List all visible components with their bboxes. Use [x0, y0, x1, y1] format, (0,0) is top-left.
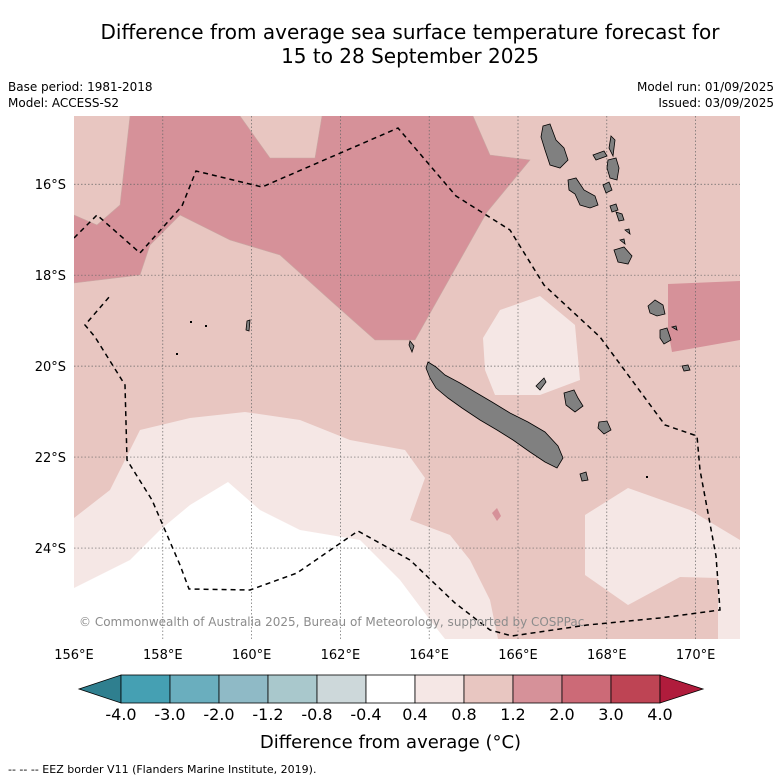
colorbar-over-arrow: [659, 674, 705, 704]
colorbar-tick-label: 0.4: [402, 705, 427, 724]
x-tick-label: 160°E: [232, 648, 272, 663]
colorbar-tick-label: 0.8: [451, 705, 476, 724]
map-title-line1: Difference from average sea surface temp…: [100, 20, 720, 44]
colorbar: -4.0 -3.0 -2.0 -1.2 -0.8 -0.4 0.4 0.8 1.2 2.0 3.0 4…: [77, 674, 705, 724]
anomaly-region-0.4-0.8-southeast: [585, 488, 740, 639]
base-period-label: Base period: 1981-2018: [8, 80, 153, 94]
x-tick-label: 164°E: [409, 648, 449, 663]
colorbar-title: Difference from average (°C): [259, 732, 522, 753]
colorbar-swatch: [561, 674, 612, 704]
colorbar-tick-label: -0.4: [350, 705, 381, 724]
y-axis-ticks: 16°S 18°S 20°S 22°S 24°S: [35, 178, 66, 557]
eez-border: [74, 127, 721, 637]
map-field: [74, 116, 740, 639]
colorbar-tick-label: 2.0: [549, 705, 574, 724]
colorbar-swatch: [512, 674, 563, 704]
colorbar-tick-label: 3.0: [598, 705, 623, 724]
x-axis-ticks: 156°E 158°E 160°E 162°E 164°E 166°E 168°E 170°E: [54, 648, 715, 663]
y-tick-label: 20°S: [35, 360, 66, 375]
colorbar-tick-label: -3.0: [154, 705, 185, 724]
model-label: Model: ACCESS-S2: [8, 96, 120, 110]
colorbar-swatch: [463, 674, 514, 704]
colorbar-swatch: [610, 674, 661, 704]
vanuatu-islands: [540, 123, 691, 372]
anomaly-region-0.4-0.8-center: [483, 296, 580, 395]
colorbar-swatch: [414, 674, 465, 704]
map-title-line2: 15 to 28 September 2025: [281, 44, 539, 68]
eez-legend-footer: -- -- -- EEZ border V11 (Flanders Marine…: [8, 763, 317, 776]
gridlines: [74, 116, 740, 639]
colorbar-swatch: [169, 674, 220, 704]
issued-label: Issued: 03/09/2025: [658, 96, 774, 110]
colorbar-swatch: [316, 674, 367, 704]
y-tick-label: 24°S: [35, 542, 66, 557]
new-caledonia-island: [425, 361, 564, 469]
x-tick-label: 168°E: [587, 648, 627, 663]
anomaly-region-neutral: [74, 482, 445, 639]
colorbar-tick-label: -0.8: [301, 705, 332, 724]
colorbar-swatch: [120, 674, 171, 704]
anomaly-patch-small: [360, 510, 376, 518]
anomaly-region-1.2-2.0: [74, 116, 530, 340]
colorbar-under-arrow: [77, 674, 122, 704]
x-tick-label: 156°E: [54, 648, 94, 663]
colorbar-swatch: [365, 674, 416, 704]
x-tick-label: 162°E: [321, 648, 361, 663]
anomaly-patch-warm: [492, 508, 501, 521]
loyalty-islands: [535, 377, 612, 482]
x-tick-label: 170°E: [676, 648, 716, 663]
colorbar-tick-label: 4.0: [647, 705, 672, 724]
x-tick-label: 158°E: [143, 648, 183, 663]
colorbar-tick-label: -1.2: [252, 705, 283, 724]
colorbar-swatch: [218, 674, 269, 704]
colorbar-swatch: [267, 674, 318, 704]
x-tick-label: 166°E: [498, 648, 538, 663]
model-run-label: Model run: 01/09/2025: [636, 80, 774, 94]
y-tick-label: 22°S: [35, 451, 66, 466]
anomaly-region-1.2-2.0-east: [668, 281, 740, 352]
colorbar-tick-label: -2.0: [203, 705, 234, 724]
colorbar-tick-label: 1.2: [500, 705, 525, 724]
copyright-notice: © Commonwealth of Australia 2025, Bureau…: [79, 615, 584, 629]
colorbar-tick-label: -4.0: [105, 705, 136, 724]
y-tick-label: 18°S: [35, 269, 66, 284]
y-tick-label: 16°S: [35, 178, 66, 193]
